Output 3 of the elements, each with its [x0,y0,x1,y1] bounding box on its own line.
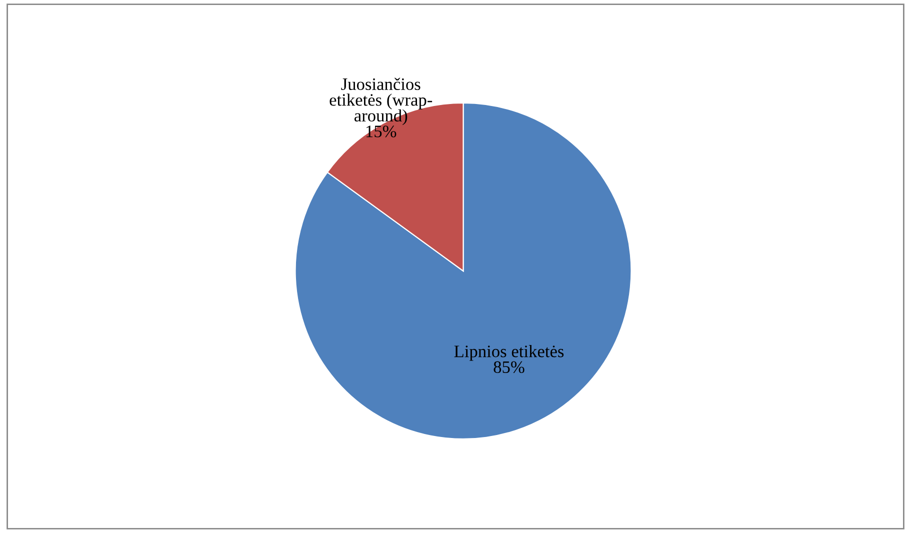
data-label: 85% [494,361,524,374]
data-label: 15% [366,126,396,138]
slice-label: Lipnios etiketės [454,345,564,361]
